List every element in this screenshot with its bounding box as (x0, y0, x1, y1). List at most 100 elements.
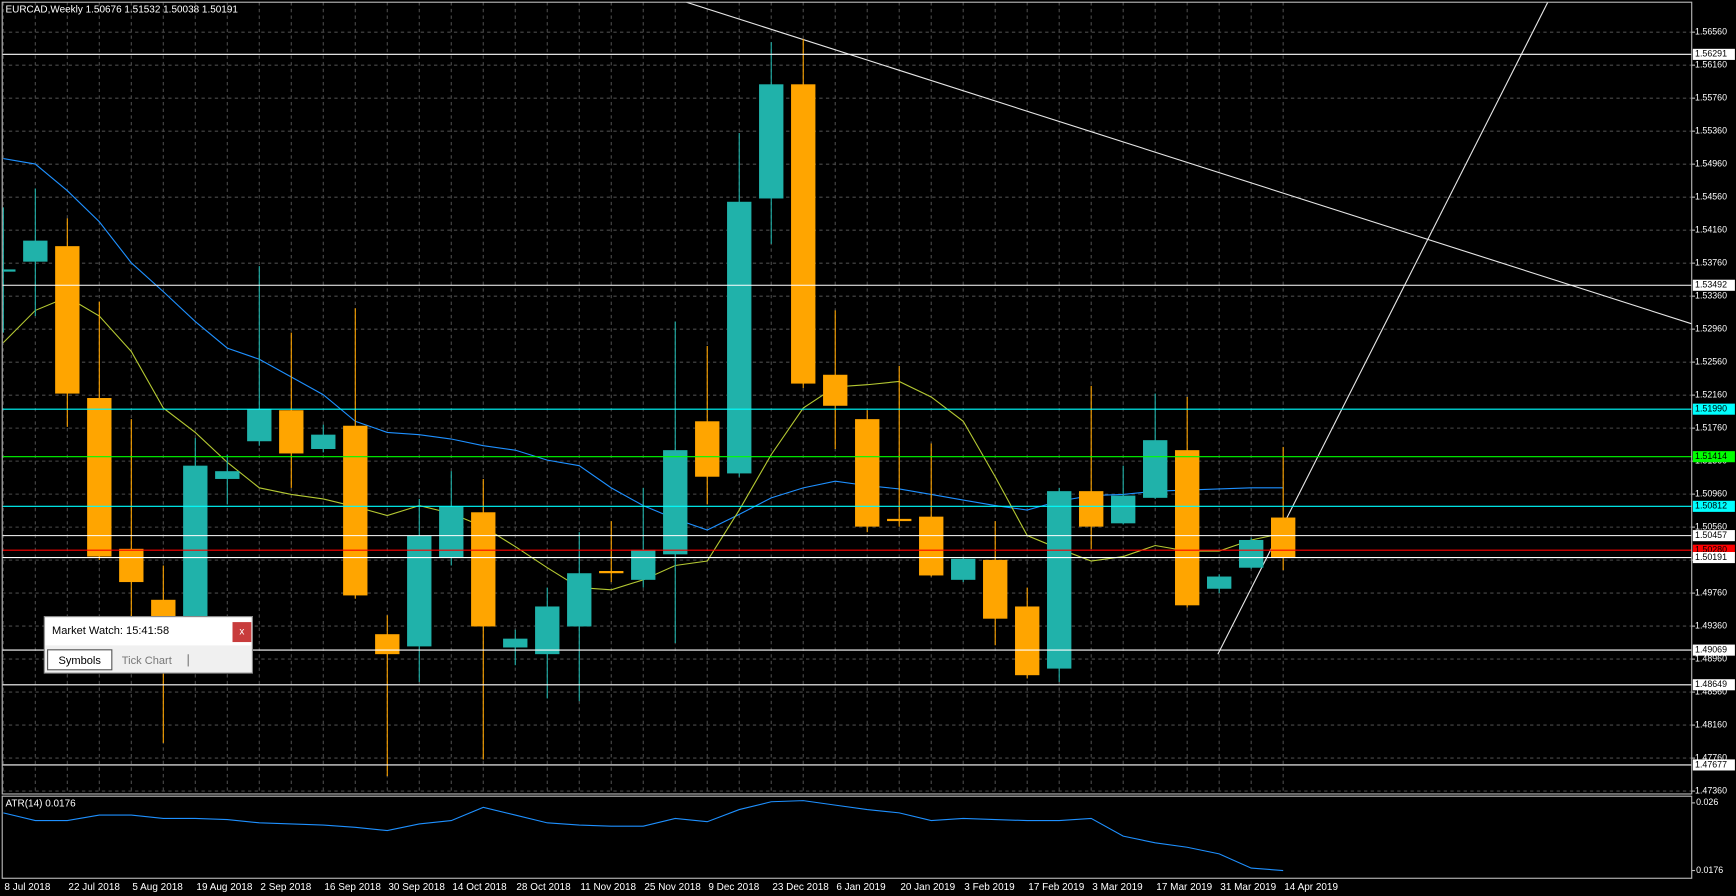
y-tick-label: 1.48560 (1695, 686, 1727, 696)
x-tick-label: 2 Sep 2018 (260, 882, 311, 893)
x-tick-label: 14 Apr 2019 (1284, 882, 1338, 893)
y-tick-label: 1.48960 (1695, 653, 1727, 663)
price-label-box (1692, 500, 1735, 512)
y-tick-label: 1.52560 (1695, 356, 1727, 366)
candle-body (983, 559, 1008, 619)
candle-body (151, 599, 176, 617)
candle-body (1175, 450, 1200, 606)
candle-body (1079, 491, 1104, 527)
candle-body (1047, 491, 1072, 669)
y-tick-label: 1.54560 (1695, 191, 1727, 201)
candle-body (823, 374, 848, 406)
price-label-box (1692, 759, 1735, 771)
candle-body (759, 84, 784, 199)
x-tick-label: 20 Jan 2019 (900, 882, 955, 893)
candle-body (631, 549, 656, 580)
candle-body (535, 606, 560, 655)
y-tick-label: 1.49360 (1695, 620, 1727, 630)
x-tick-label: 5 Aug 2018 (132, 882, 183, 893)
price-label: 1.53492 (1695, 280, 1727, 290)
market-watch-title: Market Watch: 15:41:58 (52, 625, 169, 637)
price-label-box (1692, 48, 1735, 60)
atr-line (3, 800, 1284, 872)
market-watch-titlebar (45, 617, 252, 646)
market-watch: Market Watch: 15:41:58 x Symbols Tick Ch… (43, 616, 253, 674)
price-label: 1.56291 (1695, 49, 1727, 59)
price-label-box (1692, 279, 1735, 291)
y-tick-label: 1.55760 (1695, 93, 1727, 103)
price-label-box (1692, 679, 1735, 691)
candle-body (407, 535, 432, 647)
tab-label[interactable]: Symbols (58, 655, 101, 667)
x-tick-label: 3 Feb 2019 (964, 882, 1015, 893)
candle-body (1239, 539, 1264, 568)
y-tick-label: 1.56560 (1695, 27, 1727, 37)
price-label: 1.51990 (1695, 403, 1727, 413)
candle-body (567, 573, 592, 627)
close-label[interactable]: x (239, 627, 244, 638)
chart-title: EURCAD,Weekly 1.50676 1.51532 1.50038 1.… (6, 5, 239, 16)
candle-body (279, 410, 304, 454)
candle-body (503, 638, 528, 648)
candle-body (1271, 517, 1296, 558)
x-tick-label: 19 Aug 2018 (196, 882, 252, 893)
candle-body (887, 518, 912, 522)
atr-area (3, 800, 1284, 872)
main-frame (1, 1, 1693, 795)
y-tick-label: 1.52160 (1695, 389, 1727, 399)
candle-body (87, 398, 112, 557)
price-label-box (1692, 644, 1735, 656)
candle-body (183, 465, 208, 621)
y-tick-label: 1.53760 (1695, 257, 1727, 267)
candle-body (727, 201, 752, 474)
y-tick-label: 1.52960 (1695, 323, 1727, 333)
close-button[interactable] (232, 622, 252, 643)
y-tick-label: 0.026 (1696, 797, 1718, 807)
y-tick-label: 1.56160 (1695, 60, 1727, 70)
price-label-box (1692, 544, 1735, 556)
y-tick-label: 1.54160 (1695, 224, 1727, 234)
trend-line (686, 2, 1692, 325)
candle-body (471, 512, 496, 627)
y-tick-label: 0.0176 (1696, 865, 1723, 875)
candle-body (599, 571, 624, 574)
price-label: 1.50280 (1695, 545, 1727, 555)
candle-body (119, 548, 144, 583)
price-label-box (1692, 403, 1735, 415)
candle-body (375, 634, 400, 655)
candle-body (55, 246, 80, 394)
x-tick-label: 28 Oct 2018 (516, 882, 571, 893)
candle-body (951, 558, 976, 580)
tab[interactable] (47, 649, 113, 671)
candle-body (663, 450, 688, 555)
y-tick-label: 1.53360 (1695, 290, 1727, 300)
atr-frame (1, 795, 1693, 879)
candle-body (311, 434, 336, 450)
price-label: 1.49069 (1695, 644, 1727, 654)
x-tick-label: 8 Jul 2018 (4, 882, 50, 893)
candle-body (2, 269, 16, 272)
x-tick-label: 17 Feb 2019 (1028, 882, 1084, 893)
tab-label[interactable]: Tick Chart (122, 655, 172, 667)
x-tick-label: 11 Nov 2018 (580, 882, 636, 893)
x-tick-label: 6 Jan 2019 (836, 882, 886, 893)
price-label: 1.51414 (1695, 451, 1727, 461)
x-tick-label: 31 Mar 2019 (1220, 882, 1276, 893)
price-label-box (1692, 530, 1735, 542)
price-label: 1.48649 (1695, 679, 1727, 689)
candle-body (23, 240, 48, 262)
y-tick-label: 1.50560 (1695, 521, 1727, 531)
x-tick-label: 22 Jul 2018 (68, 882, 120, 893)
candle-body (855, 419, 880, 527)
x-tick-label: 14 Oct 2018 (452, 882, 507, 893)
plot-area (2, 2, 1692, 777)
candle-body (1143, 440, 1168, 498)
candle-body (343, 425, 368, 596)
x-tick-label: 25 Nov 2018 (644, 882, 701, 893)
y-tick-label: 1.47760 (1695, 752, 1727, 762)
y-tick-label: 1.49760 (1695, 587, 1727, 597)
y-tick-label: 1.50960 (1695, 488, 1727, 498)
candle-body (439, 506, 464, 558)
